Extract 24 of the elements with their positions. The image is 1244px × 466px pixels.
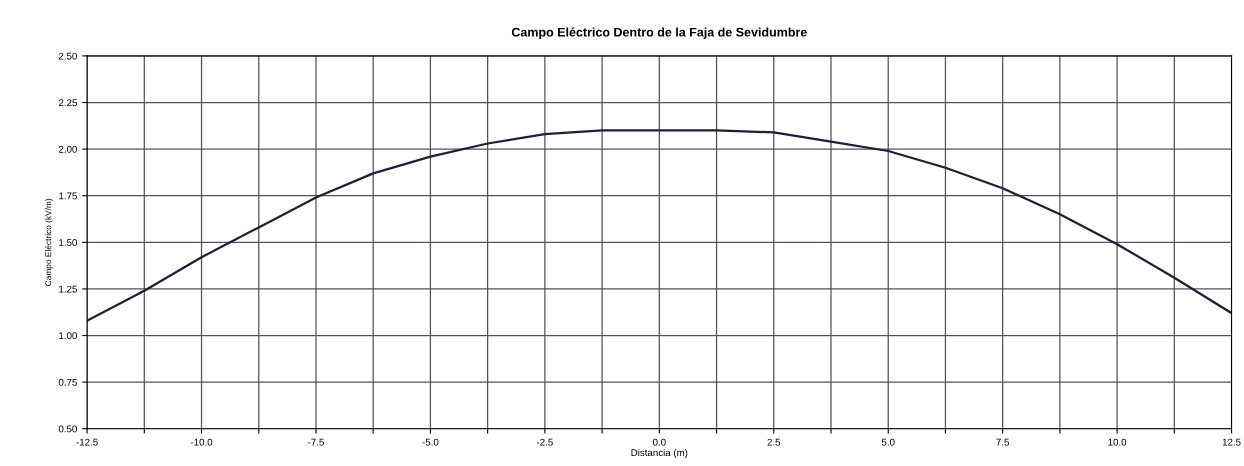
chart-title: Campo Eléctrico Dentro de la Faja de Sevidumbre [511, 27, 807, 40]
y-axis-title: Campo Eléctrico (kV/m) [45, 198, 53, 286]
x-tick-label: 2.5 [767, 438, 781, 446]
y-tick-label: 0.50 [58, 425, 77, 433]
y-tick-label: 2.50 [58, 52, 77, 60]
x-axis-title: Distancia (m) [631, 448, 688, 458]
x-tick-label: -7.5 [308, 438, 324, 446]
y-tick-label: 1.75 [59, 192, 77, 200]
x-tick-label: 10.0 [1108, 438, 1127, 446]
x-tick-label: -5.0 [422, 438, 439, 446]
y-tick-label: 1.50 [59, 239, 77, 246]
x-tick-label: 7.5 [996, 438, 1010, 446]
x-tick-label: -2.5 [536, 438, 553, 446]
y-tick-label: 1.25 [59, 285, 77, 293]
x-tick-label: -10.0 [190, 438, 213, 446]
y-tick-label: 2.00 [58, 145, 77, 153]
x-tick-label: 0.0 [652, 438, 666, 446]
x-tick-label: -12.5 [76, 438, 98, 446]
line-series [87, 129, 1232, 322]
x-tick-label: 12.5 [1222, 438, 1241, 446]
y-tick-label: 0.75 [58, 378, 77, 386]
y-tick-label: 2.25 [58, 99, 77, 107]
y-tick-label: 1.00 [59, 332, 77, 340]
x-tick-label: 5.0 [881, 438, 895, 446]
